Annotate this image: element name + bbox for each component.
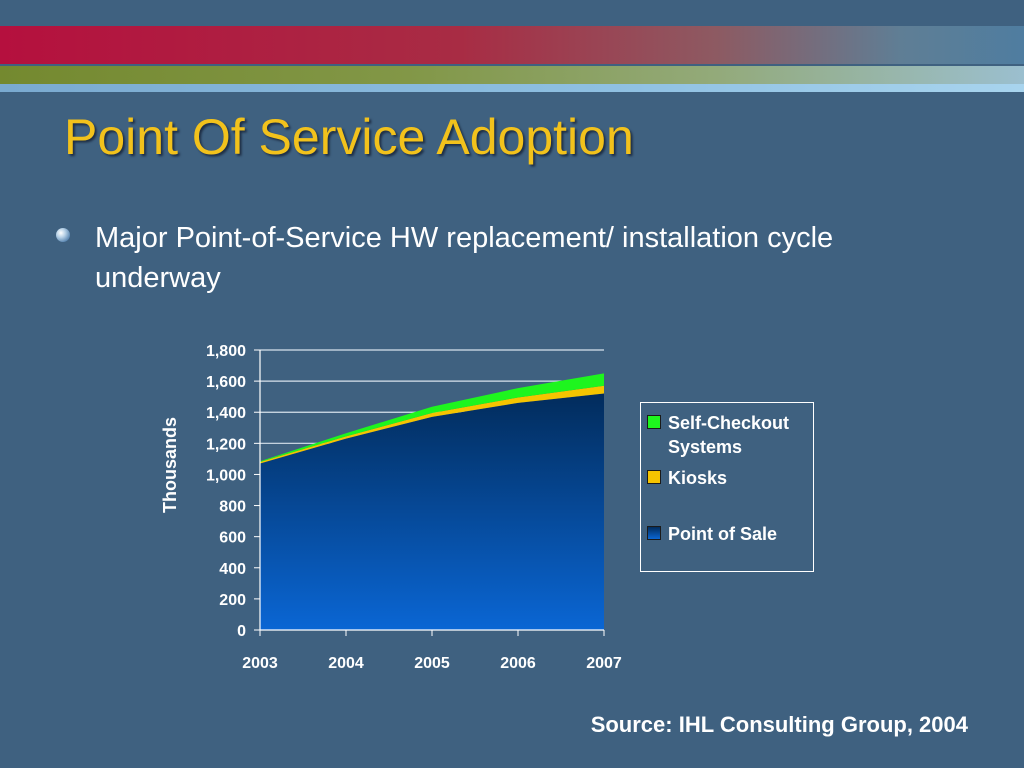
legend-item-kiosks: Kiosks [647,466,813,490]
legend-item-point-of-sale: Point of Sale [647,522,813,546]
legend-label: Kiosks [668,468,728,488]
x-tick-label: 2006 [500,655,536,672]
chart-legend: Self-Checkout Systems Kiosks Point of Sa… [640,402,814,572]
legend-swatch-kiosks [647,470,661,484]
legend-item-self-checkout: Self-Checkout Systems [647,411,813,459]
y-axis-label: Thousands [160,417,180,513]
x-tick-label: 2004 [328,655,364,672]
area-point-of-sale [260,393,604,630]
y-tick-label: 800 [219,499,246,516]
area-chart: 0 200 400 600 800 1,000 1,200 1,400 1,600 1,800 20… [160,343,622,672]
tick-labels: 0 200 400 600 800 1,000 1,200 1,400 1,600 1,800 20… [206,343,622,672]
legend-label: Point of Sale [668,524,778,544]
legend-swatch-self-checkout [647,415,661,429]
slide-title: Point Of Service Adoption [64,109,634,165]
x-tick-label: 2007 [586,655,622,672]
bullet-dot-icon [56,228,70,242]
header-band-red [0,26,1024,64]
axes [254,349,605,636]
legend-label: Self-Checkout Systems [668,413,790,457]
y-tick-label: 0 [237,623,246,640]
y-tick-label: 1,400 [206,405,246,422]
header-band-blue [0,84,1024,92]
y-tick-label: 1,200 [206,436,246,453]
x-tick-label: 2005 [414,655,450,672]
area-self-checkout [260,373,604,462]
bullet-text: Major Point-of-Service HW replacement/ i… [95,222,834,294]
y-tick-label: 400 [219,561,246,578]
area-kiosks [260,385,604,464]
header-band-olive [0,66,1024,84]
y-tick-label: 1,600 [206,374,246,391]
y-tick-label: 600 [219,530,246,547]
legend-swatch-point-of-sale [647,526,661,540]
series-areas [260,373,604,630]
x-tick-label: 2003 [242,655,278,672]
y-tick-label: 1,000 [206,467,246,484]
y-tick-label: 1,800 [206,343,246,360]
y-tick-label: 200 [219,592,246,609]
source-note: Source: IHL Consulting Group, 2004 [590,712,968,737]
